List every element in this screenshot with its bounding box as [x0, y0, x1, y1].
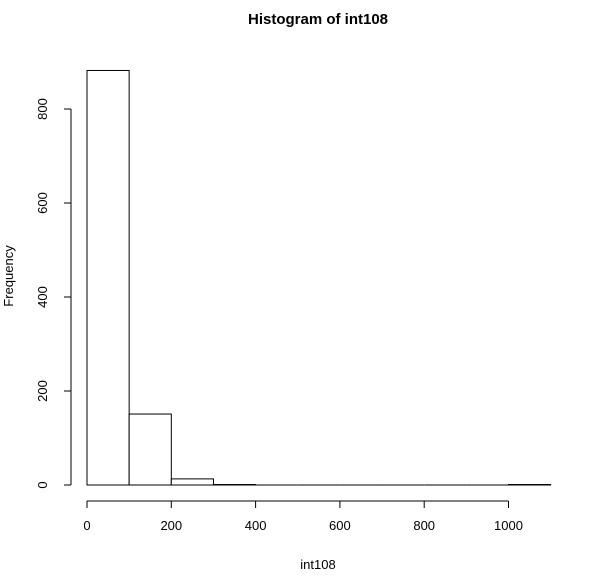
x-tick-label-4: 800: [413, 518, 435, 533]
x-tick-label-3: 600: [329, 518, 351, 533]
x-tick-label-1: 200: [160, 518, 182, 533]
histogram-bar-0: [86, 69, 130, 486]
y-axis: 0 200 400 600 800: [35, 98, 72, 489]
y-tick-label-0: 0: [35, 481, 50, 488]
x-tick-label-5: 1000: [494, 518, 523, 533]
x-axis-label: int108: [300, 557, 335, 572]
bars-group: [86, 69, 552, 486]
histogram-bar-2: [170, 478, 214, 486]
x-axis: 0 200 400 600 800 1000: [83, 500, 523, 533]
y-tick-label-1: 200: [35, 380, 50, 402]
x-tick-label-2: 400: [245, 518, 267, 533]
y-axis-label: Frequency: [1, 245, 16, 307]
x-tick-label-0: 0: [83, 518, 90, 533]
y-tick-label-3: 600: [35, 192, 50, 214]
y-tick-label-4: 800: [35, 98, 50, 120]
chart-title: Histogram of int108: [248, 11, 388, 28]
histogram-bar-1: [128, 413, 172, 486]
y-tick-label-2: 400: [35, 286, 50, 308]
